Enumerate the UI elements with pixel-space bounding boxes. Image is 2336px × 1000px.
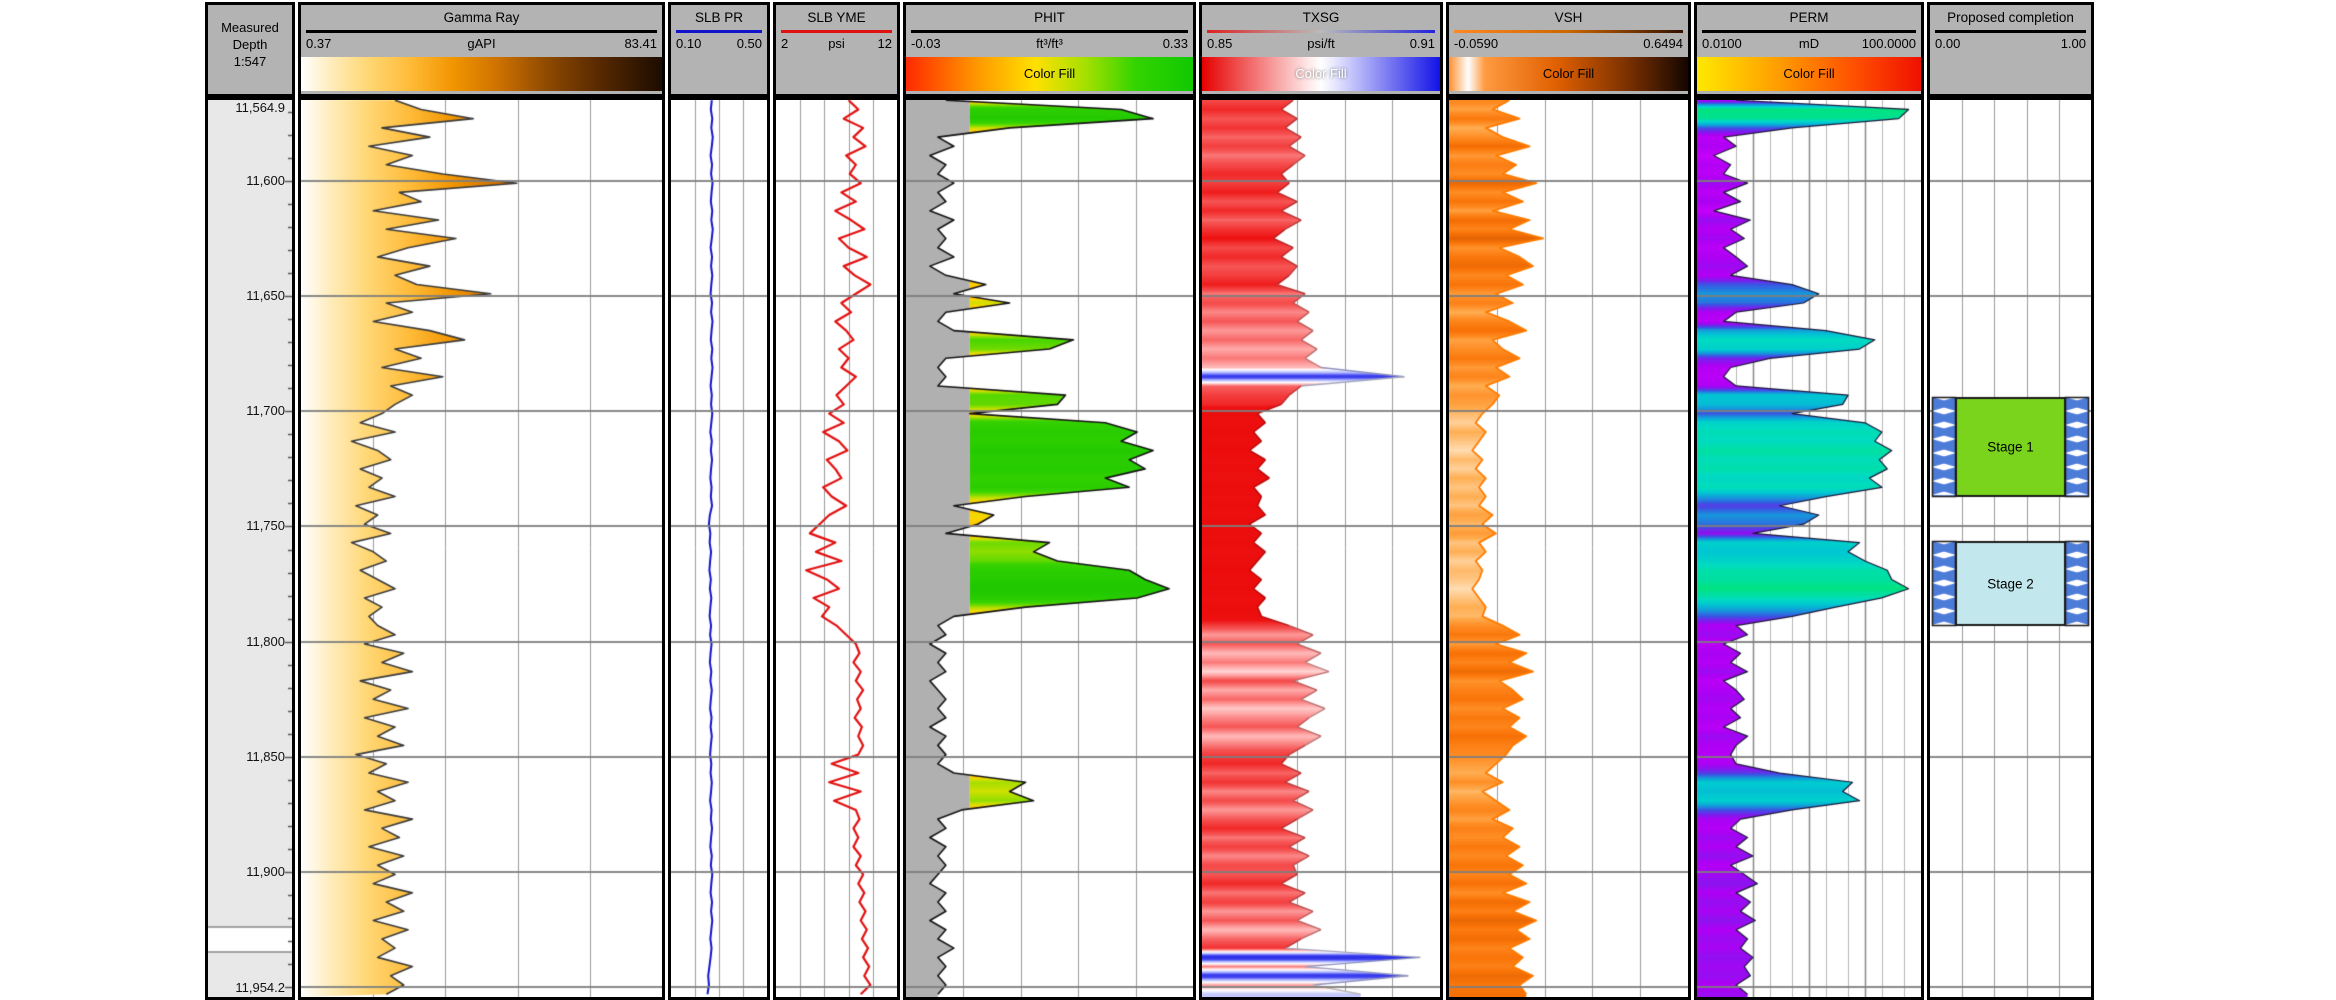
track-scale-max: 12	[877, 36, 892, 51]
track-scale-min: 0.85	[1207, 36, 1233, 51]
depth-header-line: Depth	[232, 37, 268, 52]
track-scale-max: 100.0000	[1861, 36, 1916, 51]
track-canvas-depth	[208, 100, 292, 997]
track-body-phit[interactable]	[903, 97, 1196, 1000]
track-scale-min: 0.00	[1935, 36, 1961, 51]
track-title: VSH	[1554, 10, 1583, 25]
track-scale-unit: psi/ft	[1307, 36, 1335, 51]
track-canvas-vsh	[1449, 100, 1688, 997]
track-scale-max: 83.41	[624, 36, 657, 51]
track-curve-color-line	[911, 30, 1188, 33]
track-title: PERM	[1789, 10, 1829, 25]
stage-label[interactable]: Stage 2	[1987, 576, 2034, 591]
depth-label: 11,650	[246, 288, 285, 304]
track-scale-max: 0.91	[1409, 36, 1435, 51]
track-title: PHIT	[1034, 10, 1065, 25]
track-scale-unit: psi	[828, 36, 845, 51]
track-curve-color-line	[1702, 30, 1916, 33]
track-curve-color-line	[1454, 30, 1683, 33]
track-scale-min: -0.0590	[1454, 36, 1499, 51]
track-curve-color-line	[676, 30, 762, 33]
depth-label: 11,750	[246, 518, 285, 534]
track-scale-max: 0.33	[1162, 36, 1188, 51]
track-body-pr[interactable]	[668, 97, 770, 1000]
track-header-gr[interactable]: Gamma Ray 0.37 gAPI 83.41	[298, 2, 665, 97]
depth-header-line: Measured	[221, 20, 279, 35]
track-canvas-yme	[776, 100, 897, 997]
color-fill-legend	[301, 57, 662, 91]
track-scale-max: 1.00	[2060, 36, 2086, 51]
color-fill-legend: Color Fill	[1202, 57, 1440, 91]
track-curve-color-line	[1935, 30, 2086, 33]
track-scale-min: 0.0100	[1702, 36, 1742, 51]
depth-header-line: 1:547	[233, 54, 267, 69]
track-canvas-gr	[301, 100, 662, 997]
depth-label: 11,800	[246, 633, 285, 649]
track-body-vsh[interactable]	[1446, 97, 1691, 1000]
track-body-gr[interactable]	[298, 97, 665, 1000]
track-title: Proposed completion	[1947, 10, 2074, 25]
track-scale-unit: ft³/ft³	[1036, 36, 1063, 51]
depth-label: 11,850	[246, 748, 285, 764]
track-header-pr[interactable]: SLB PR 0.10 0.50	[668, 2, 770, 97]
track-scale-max: 0.6494	[1643, 36, 1683, 51]
track-canvas-comp	[1930, 100, 2091, 997]
depth-label: 11,954.2	[235, 980, 285, 995]
depth-label: 11,564.9	[235, 100, 285, 115]
track-title: Gamma Ray	[443, 10, 520, 25]
track-canvas-phit	[906, 100, 1193, 997]
track-scale-unit: mD	[1798, 36, 1820, 51]
track-scale-unit: gAPI	[467, 36, 496, 51]
track-curve-color-line	[1207, 30, 1435, 33]
track-title: SLB PR	[694, 10, 744, 25]
track-canvas-pr	[671, 100, 767, 997]
track-body-txsg[interactable]	[1199, 97, 1443, 1000]
depth-label: 11,600	[246, 172, 285, 188]
track-title: TXSG	[1302, 10, 1340, 25]
track-body-yme[interactable]	[773, 97, 900, 1000]
depth-label: 11,900	[246, 864, 285, 880]
color-fill-legend: Color Fill	[906, 57, 1193, 91]
track-canvas-txsg	[1202, 100, 1440, 997]
track-body-comp[interactable]: Stage 1 Stage 2	[1927, 97, 2094, 1000]
track-header-phit[interactable]: PHIT -0.03 ft³/ft³ 0.33 Color Fill	[903, 2, 1196, 97]
color-fill-legend: Color Fill	[1697, 57, 1921, 91]
track-header-txsg[interactable]: TXSG 0.85 psi/ft 0.91 Color Fill	[1199, 2, 1443, 97]
track-title: SLB YME	[807, 10, 866, 25]
track-scale-min: 0.10	[676, 36, 702, 51]
track-body-depth[interactable]: 11,564.9 11,600 11,650 11,700 11,750 11,800 11…	[205, 97, 295, 1000]
track-scale-min: 2	[781, 36, 789, 51]
track-header-perm[interactable]: PERM 0.0100 mD 100.0000 Color Fill	[1694, 2, 1924, 97]
track-header-comp[interactable]: Proposed completion 0.00 1.00	[1927, 2, 2094, 97]
track-header-yme[interactable]: SLB YME 2 psi 12	[773, 2, 900, 97]
track-curve-color-line	[781, 30, 892, 33]
color-fill-legend: Color Fill	[1449, 57, 1688, 91]
stage-label[interactable]: Stage 1	[1987, 439, 2034, 455]
track-scale-max: 0.50	[736, 36, 762, 51]
depth-label: 11,700	[246, 403, 285, 419]
track-header-vsh[interactable]: VSH -0.0590 0.6494 Color Fill	[1446, 2, 1691, 97]
track-canvas-perm	[1697, 100, 1921, 997]
track-scale-min: -0.03	[911, 36, 941, 51]
track-curve-color-line	[306, 30, 657, 33]
track-body-perm[interactable]	[1694, 97, 1924, 1000]
track-scale-min: 0.37	[306, 36, 332, 51]
track-header-depth[interactable]: Measured Depth 1:547	[205, 2, 295, 97]
